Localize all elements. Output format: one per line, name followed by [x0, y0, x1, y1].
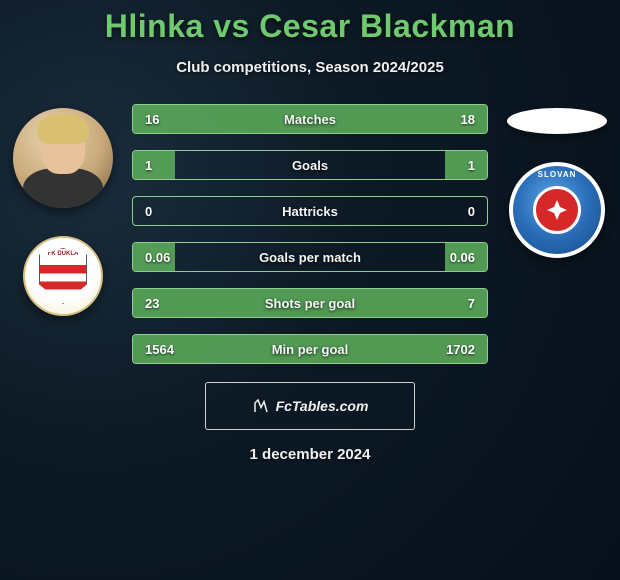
- fctables-logo-icon: [252, 397, 270, 415]
- slovan-emblem-icon: [533, 186, 581, 234]
- snapshot-date: 1 december 2024: [0, 446, 620, 463]
- stat-bar: 00Hattricks: [132, 196, 488, 226]
- right-club-badge: SLOVAN: [509, 162, 605, 258]
- stat-label: Goals: [133, 158, 487, 173]
- stat-label: Shots per goal: [133, 296, 487, 311]
- avatar-hair: [37, 114, 89, 144]
- stat-bar: 0.060.06Goals per match: [132, 242, 488, 272]
- stat-bar: 1618Matches: [132, 104, 488, 134]
- left-player-avatar: [13, 108, 113, 208]
- stat-bar: 237Shots per goal: [132, 288, 488, 318]
- main-row: 1618Matches 11Goals 00Hattricks 0.060.06Goa…: [0, 104, 620, 364]
- left-club-badge: [23, 236, 103, 316]
- stat-label: Matches: [133, 112, 487, 127]
- brand-text: FcTables.com: [276, 398, 369, 414]
- avatar-shoulders: [23, 168, 103, 208]
- comparison-title: Hlinka vs Cesar Blackman: [0, 8, 620, 45]
- stat-label: Min per goal: [133, 342, 487, 357]
- slovan-text: SLOVAN: [513, 170, 601, 179]
- stat-bar: 15641702Min per goal: [132, 334, 488, 364]
- stat-bar: 11Goals: [132, 150, 488, 180]
- brand-footer: FcTables.com: [205, 382, 415, 430]
- stat-label: Goals per match: [133, 250, 487, 265]
- season-subtitle: Club competitions, Season 2024/2025: [0, 59, 620, 76]
- stat-label: Hattricks: [133, 204, 487, 219]
- right-player-column: SLOVAN: [502, 104, 612, 258]
- left-player-column: [8, 104, 118, 316]
- infographic-content: Hlinka vs Cesar Blackman Club competitio…: [0, 0, 620, 580]
- right-player-placeholder: [507, 108, 607, 134]
- dukla-shield-icon: [39, 248, 87, 304]
- stats-column: 1618Matches 11Goals 00Hattricks 0.060.06Goa…: [118, 104, 502, 364]
